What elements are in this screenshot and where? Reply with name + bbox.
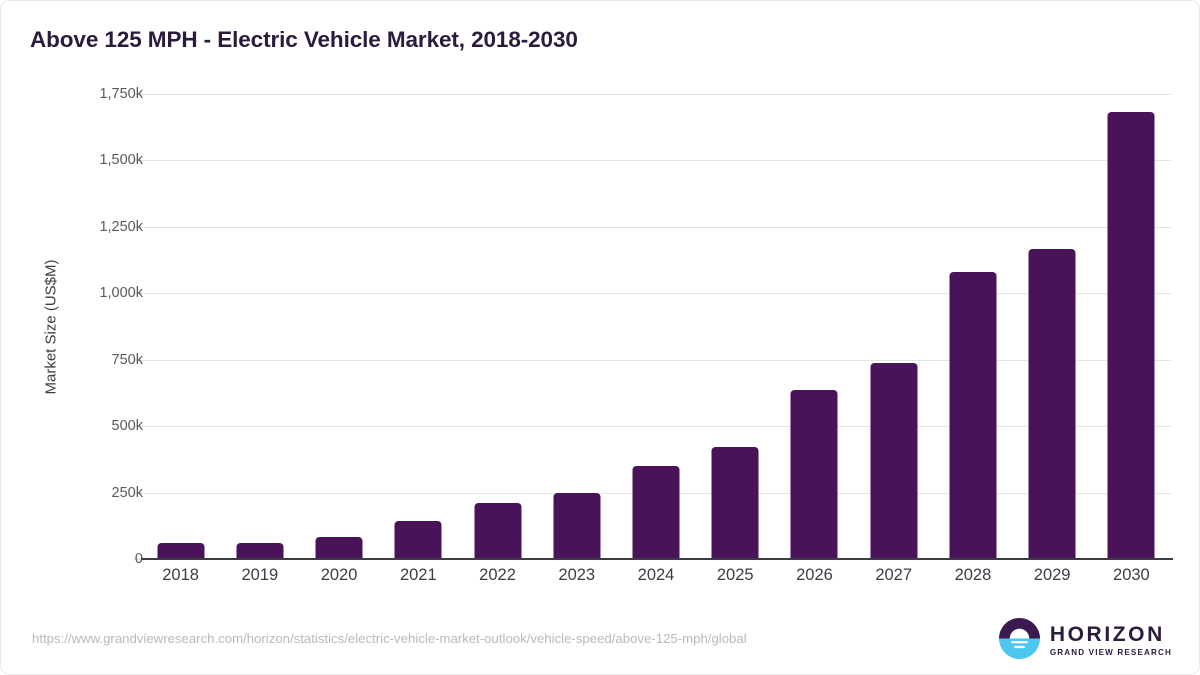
source-url[interactable]: https://www.grandviewresearch.com/horizo… xyxy=(32,631,747,646)
bar-series xyxy=(141,94,1171,559)
x-axis-line xyxy=(141,558,1173,560)
y-tick-label: 1,750k xyxy=(99,86,143,102)
bar-group[interactable] xyxy=(1092,94,1171,559)
x-tick-label: 2026 xyxy=(796,566,833,584)
x-tick-label: 2029 xyxy=(1033,566,1071,584)
x-tick-label: 2021 xyxy=(399,566,437,584)
bar-group[interactable] xyxy=(775,94,854,559)
y-tick-mark xyxy=(134,292,141,294)
y-tick-mark xyxy=(134,359,141,361)
logo-wordmark: HORIZON xyxy=(1049,623,1165,647)
y-tick-label: 750k xyxy=(111,351,143,368)
bar-group[interactable] xyxy=(537,94,616,559)
horizon-logo-icon xyxy=(998,617,1041,665)
gridline xyxy=(141,226,1171,228)
y-tick-label: 500k xyxy=(111,418,143,435)
bar[interactable] xyxy=(553,493,601,559)
bar-group[interactable] xyxy=(141,94,220,559)
bar-group[interactable] xyxy=(458,94,537,559)
bar-group[interactable] xyxy=(1013,94,1092,559)
bar[interactable] xyxy=(632,465,680,559)
bar-group[interactable] xyxy=(299,94,378,559)
bar-group[interactable] xyxy=(854,94,933,559)
y-tick-label: 250k xyxy=(111,484,143,501)
y-tick-mark xyxy=(134,492,141,494)
x-tick-label: 2020 xyxy=(320,566,358,584)
page-title: Above 125 MPH - Electric Vehicle Market,… xyxy=(30,27,578,52)
bar[interactable] xyxy=(1028,249,1076,559)
bar[interactable] xyxy=(474,502,522,559)
bar[interactable] xyxy=(949,272,997,559)
y-tick-mark xyxy=(134,159,141,161)
x-tick-label: 2028 xyxy=(954,566,992,584)
gridline xyxy=(141,293,1171,295)
y-tick-mark xyxy=(134,425,141,427)
gridline xyxy=(141,359,1171,361)
x-tick-label: 2023 xyxy=(558,566,596,584)
x-tick-label: 2024 xyxy=(637,566,675,584)
y-tick-mark xyxy=(134,93,141,95)
x-tick-label: 2027 xyxy=(875,566,913,584)
x-tick-label: 2022 xyxy=(479,566,516,584)
y-tick-label: 1,250k xyxy=(99,218,143,235)
bar[interactable] xyxy=(236,542,284,559)
y-tick-label: 0 xyxy=(134,551,143,567)
bar[interactable] xyxy=(870,362,918,559)
x-tick-label: 2030 xyxy=(1113,566,1150,584)
x-tick-label: 2019 xyxy=(241,566,279,584)
y-tick-label: 1,500k xyxy=(99,152,143,169)
y-tick-label: 1,000k xyxy=(99,285,143,302)
bar-group[interactable] xyxy=(220,94,299,559)
bar-group[interactable] xyxy=(933,94,1012,559)
horizon-logo-text: HORIZON GRAND VIEW RESEARCH xyxy=(1050,624,1172,658)
gridline xyxy=(141,426,1171,428)
bar-group[interactable] xyxy=(616,94,695,559)
y-tick-mark xyxy=(134,226,141,228)
gridline xyxy=(141,94,1171,95)
horizon-logo[interactable]: HORIZON GRAND VIEW RESEARCH xyxy=(998,617,1172,665)
bar[interactable] xyxy=(711,447,759,559)
logo-tagline: GRAND VIEW RESEARCH xyxy=(1049,648,1172,658)
y-tick-mark xyxy=(134,558,141,560)
gridline xyxy=(141,160,1171,162)
bar-group[interactable] xyxy=(379,94,458,559)
bar-group[interactable] xyxy=(696,94,775,559)
plot-area: Market Size (US$M) 0 250k 500k 750k 1,000k 1,… xyxy=(43,86,1171,584)
bar[interactable] xyxy=(394,521,442,559)
x-tick-label: 2025 xyxy=(716,566,754,584)
bar[interactable] xyxy=(1107,112,1155,559)
bar[interactable] xyxy=(157,543,205,559)
bar[interactable] xyxy=(790,390,838,559)
bar[interactable] xyxy=(315,536,363,559)
x-tick-label: 2018 xyxy=(162,566,199,584)
